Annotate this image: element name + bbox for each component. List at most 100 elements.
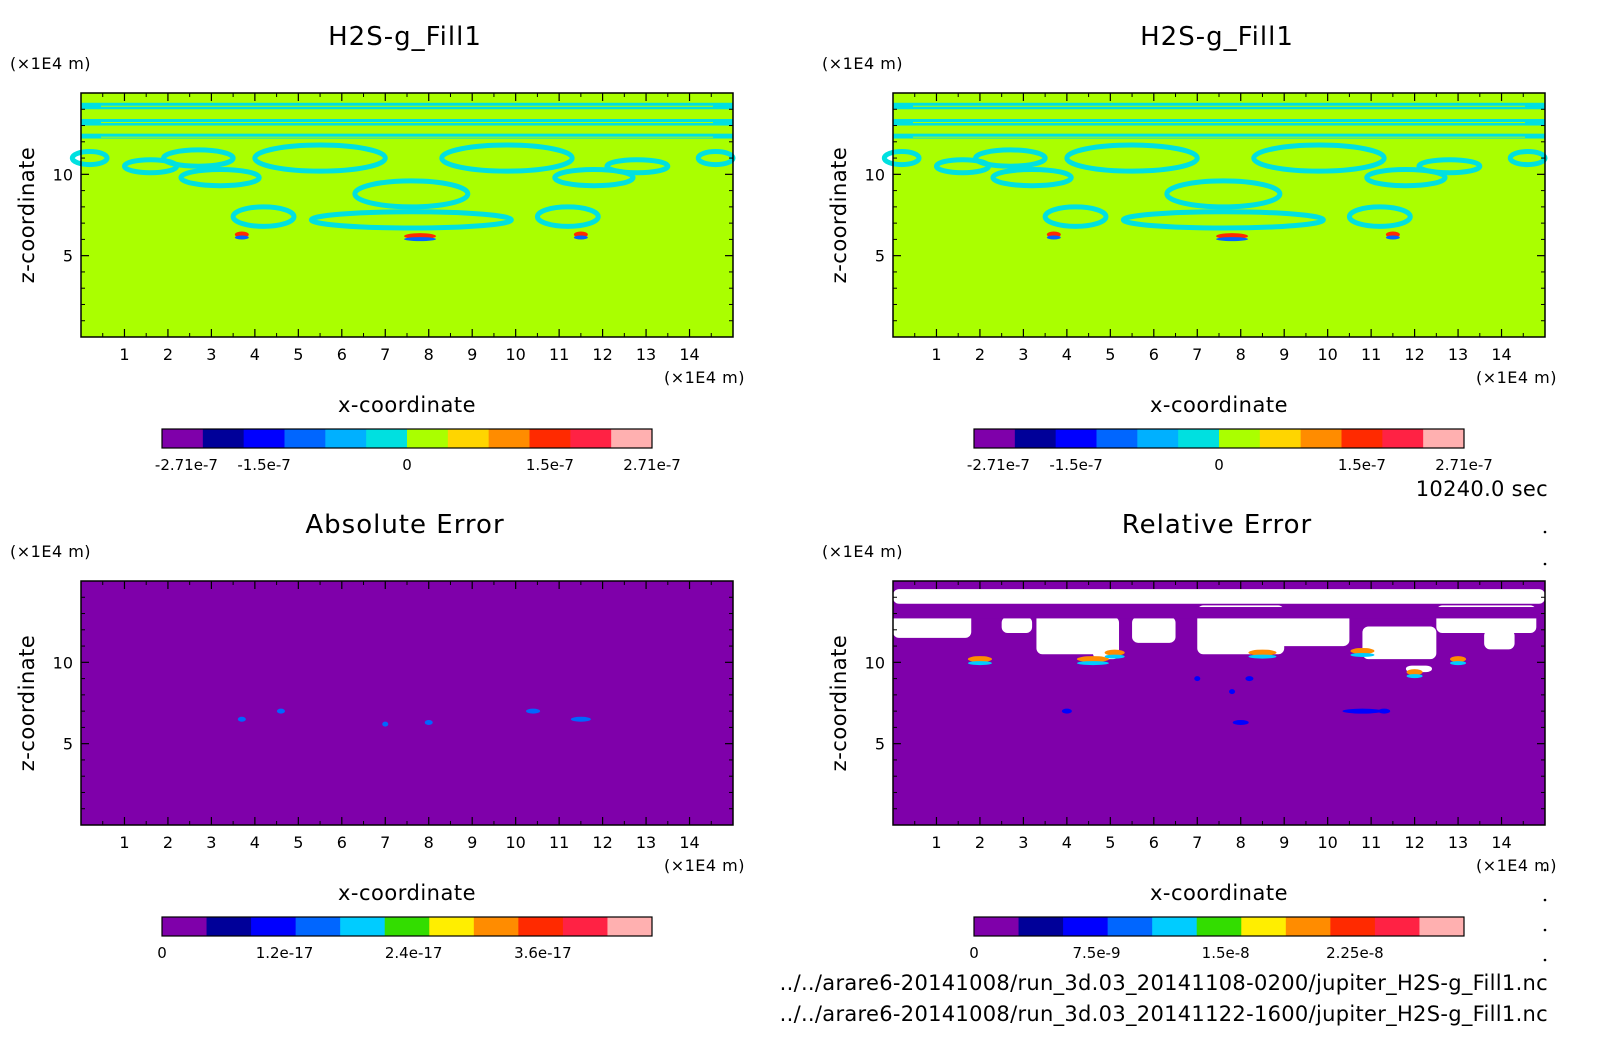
contour-blob: [1064, 142, 1200, 174]
x-tick-label: 8: [424, 345, 434, 364]
contour-blob: [69, 149, 110, 168]
colorbar-swatch: [429, 917, 475, 936]
x-tick-label: 8: [1236, 833, 1246, 852]
error-spot: [382, 721, 389, 727]
colorbar-swatch: [974, 917, 1020, 936]
colorbar-tick-label: 2.25e-8: [1326, 944, 1384, 962]
side-dot: [1543, 898, 1547, 902]
colorbar-swatch: [1219, 429, 1261, 448]
colorbar-tick-label: 0: [402, 456, 412, 474]
x-tick-label: 9: [1279, 345, 1289, 364]
x-tick-label: 6: [337, 345, 347, 364]
colorbar-tick-label: 0: [969, 944, 979, 962]
x-tick-label: 1: [119, 345, 129, 364]
x-tick-label: 8: [1236, 345, 1246, 364]
x-tick-label: 11: [1361, 833, 1381, 852]
x-axis-label: x-coordinate: [1150, 393, 1288, 417]
x-tick-label: 5: [1105, 345, 1115, 364]
x-tick-label: 13: [636, 345, 656, 364]
colorbar-swatch: [1300, 429, 1342, 448]
error-spot-small: [1378, 708, 1391, 714]
contour-blob: [973, 147, 1048, 169]
colorbar-swatch: [488, 429, 530, 448]
x-tick-label: 2: [163, 345, 173, 364]
colorbar-swatch: [1063, 917, 1109, 936]
contour-blob: [1042, 204, 1109, 229]
error-spot-small: [1061, 708, 1072, 714]
colorbar-swatch: [384, 917, 430, 936]
plot-area: [81, 581, 733, 825]
colorbar-swatch: [1285, 917, 1331, 936]
cold-spot: [1046, 235, 1061, 240]
x-tick-label: 7: [380, 833, 390, 852]
error-spot-edge: [1450, 661, 1467, 666]
error-spot: [276, 708, 285, 714]
error-spot: [1076, 656, 1109, 663]
x-tick-label: 1: [931, 833, 941, 852]
x-tick-label: 9: [1279, 833, 1289, 852]
error-spot: [1406, 669, 1423, 676]
colorbar-tick-label: 2.71e-7: [1435, 456, 1493, 474]
colorbar-swatch: [162, 917, 208, 936]
error-spot: [967, 656, 992, 663]
x-unit-label: (×1E4 m): [1476, 368, 1557, 387]
colorbar-swatch: [206, 917, 252, 936]
colorbar-swatch: [295, 917, 341, 936]
saturated-region: [1092, 616, 1120, 660]
x-unit-label: (×1E4 m): [664, 856, 745, 875]
chart-title: Absolute Error: [305, 510, 504, 540]
colorbar-swatch: [974, 429, 1016, 448]
contour-blob: [308, 209, 514, 231]
colorbar-tick-label: 1.5e-8: [1202, 944, 1250, 962]
file-path-1: ../../arare6-20141008/run_3d.03_20141108…: [780, 971, 1548, 996]
cold-spot: [404, 237, 437, 242]
side-dot: [1543, 928, 1547, 932]
x-tick-label: 12: [1404, 833, 1424, 852]
y-tick-label: 5: [63, 247, 73, 266]
colorbar-tick-label: 2.71e-7: [623, 456, 681, 474]
colorbar-tick-label: -2.71e-7: [967, 456, 1030, 474]
y-axis-label: z-coordinate: [827, 147, 851, 284]
colorbar-tick-label: 0: [157, 944, 167, 962]
x-tick-label: 12: [592, 345, 612, 364]
x-tick-label: 5: [293, 345, 303, 364]
contour-blob: [1364, 166, 1448, 189]
cold-spot: [1385, 235, 1400, 240]
x-tick-label: 4: [1062, 345, 1072, 364]
colorbar-swatch: [1014, 429, 1057, 448]
error-spot: [1248, 649, 1277, 656]
colorbar-swatch: [202, 429, 245, 448]
error-spot: [570, 716, 591, 722]
y-tick-label: 5: [875, 735, 885, 754]
x-tick-label: 10: [1317, 345, 1337, 364]
x-axis-label: x-coordinate: [338, 881, 476, 905]
contour-blob: [1416, 157, 1483, 176]
error-spot: [1450, 656, 1467, 663]
colorbar-tick-label: 3.6e-17: [514, 944, 572, 962]
x-tick-label: 4: [250, 833, 260, 852]
saturated-region: [1036, 610, 1102, 655]
colorbar-tick-label: -2.71e-7: [155, 456, 218, 474]
error-spot-edge: [1406, 674, 1423, 679]
x-tick-label: 11: [1361, 345, 1381, 364]
colorbar-frame: [973, 428, 1465, 449]
contour-blob: [352, 178, 471, 210]
colorbar-tick-label: -1.5e-7: [1049, 456, 1102, 474]
x-tick-label: 9: [467, 345, 477, 364]
cold-spot: [234, 235, 249, 240]
x-tick-label: 12: [592, 833, 612, 852]
x-tick-label: 1: [931, 345, 941, 364]
x-tick-label: 13: [1448, 345, 1468, 364]
colorbar-swatch: [340, 917, 386, 936]
colorbar-swatch: [570, 429, 612, 448]
side-dot: [1543, 958, 1547, 962]
cold-spot: [573, 235, 588, 240]
colorbar-frame: [161, 916, 653, 937]
contour-blob: [1120, 209, 1326, 231]
colorbar-swatch: [447, 429, 490, 448]
colorbar-swatch: [1341, 429, 1383, 448]
y-tick-label: 5: [63, 735, 73, 754]
colorbar-tick-label: -1.5e-7: [237, 456, 290, 474]
x-tick-label: 13: [1448, 833, 1468, 852]
contour-band-inner: [913, 105, 1525, 107]
